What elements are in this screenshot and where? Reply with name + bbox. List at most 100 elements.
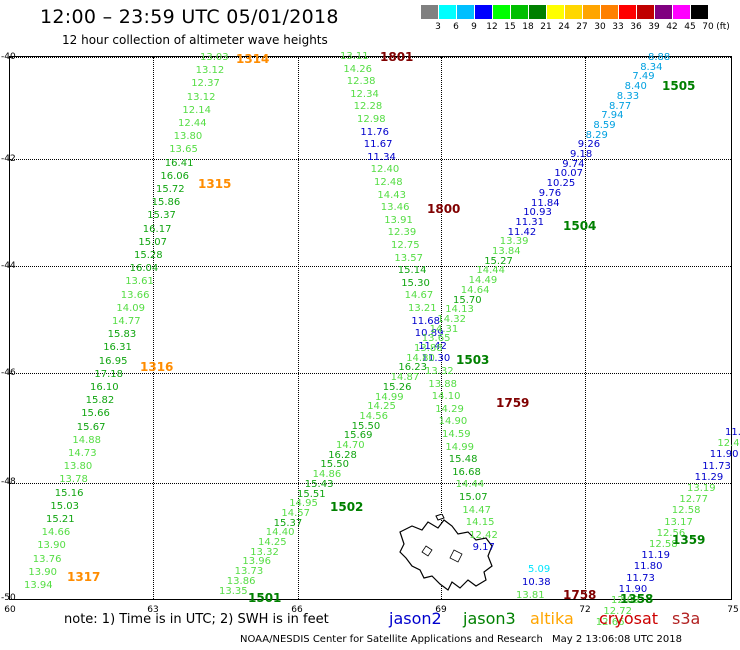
lat-gridline [10,159,731,160]
swh-observation: 14.40 [265,527,295,539]
swh-observation: 13.88 [428,378,458,390]
swh-observation: 14.49 [468,275,498,287]
swh-observation: 15.03 [50,500,80,512]
swh-observation: 15.26 [382,381,412,393]
swh-observation: 11.31 [515,216,545,228]
legend-swatch [547,5,565,19]
swh-observation: 14.87 [390,372,420,384]
pass-number-label: 1359 [672,533,706,547]
lon-label: 75 [727,605,739,615]
swh-observation: 14.80 [406,352,435,364]
swh-observation: 15.27 [484,255,513,267]
swh-observation: 14.90 [438,416,468,428]
swh-observation: 11.42 [507,226,537,238]
pass-number-label: 1504 [563,219,597,233]
swh-observation: 8.59 [593,119,616,131]
swh-observation: 8.88 [648,52,671,63]
lon-label: 72 [579,605,591,615]
swh-observation: 13.61 [125,276,154,288]
swh-observation: 12.58 [671,505,701,517]
swh-observation: 11. [725,427,740,438]
swh-observation: 14.26 [343,63,373,75]
swh-observation: 14.64 [460,284,490,296]
lon-label: 60 [4,605,16,615]
swh-observation: 12.75 [391,240,420,251]
swh-observation: 8.33 [616,90,640,102]
swh-observation: 5.09 [528,564,551,575]
swh-observation: 7.49 [632,71,655,83]
swh-observation: 13.03 [200,52,229,63]
lat-label: -40 [1,52,16,62]
swh-observation: 12.34 [350,88,379,100]
swh-observation: 16.31 [103,342,132,354]
swh-observation: 14.88 [72,434,102,446]
swh-observation: 12.37 [191,78,220,90]
swh-observation: 12.14 [182,104,212,116]
swh-observation: 14.32 [437,313,467,325]
swh-observation: 14.15 [465,517,495,529]
swh-observation: 14.10 [431,391,461,403]
swh-observation: 12.72 [603,606,633,618]
swh-observation: 13.66 [120,289,150,301]
swh-observation: 11.29 [694,471,724,483]
swh-observation: 15.07 [459,492,488,503]
chart-subtitle: 12 hour collection of altimeter wave hei… [62,33,328,47]
legend-swatch [637,5,655,19]
swh-observation: 13.17 [664,516,693,528]
swh-observation: 12.98 [357,114,386,125]
swh-observation: 7.94 [601,110,624,122]
satellite-name: cryosat [599,609,659,628]
swh-observation: 11.30 [421,353,451,365]
legend-swatch [511,5,529,19]
swh-observation: 16.23 [398,362,428,374]
legend-label: 33 [612,22,624,32]
lat-gridline [10,266,731,267]
swh-observation: 14.25 [258,537,287,548]
legend-label: 70 [702,22,714,32]
swh-observation: 15.72 [156,184,185,195]
swh-observation: 15.28 [134,250,163,261]
legend-label: 27 [576,22,588,32]
swh-observation: 10.93 [523,207,552,219]
legend-swatch [421,5,439,19]
footer-note: note: 1) Time is in UTC; 2) SWH is in fe… [64,612,329,627]
swh-observation: 15.37 [147,210,176,222]
swh-observation: 15.30 [401,277,430,289]
chart-title: 12:00 – 23:59 UTC 05/01/2018 [40,6,339,28]
legend-unit: (ft) [716,22,730,32]
swh-observation: 12.44 [178,118,207,129]
swh-observation: 12.48 [374,177,403,188]
swh-observation: 12.42 [469,529,498,541]
timestamp: May 2 13:06:08 UTC 2018 [552,634,682,645]
lon-label: 69 [435,605,447,615]
swh-observation: 10.07 [554,168,584,180]
lat-gridline [10,373,731,374]
swh-observation: 15.83 [107,329,137,341]
swh-observation: 15.21 [46,514,75,525]
lon-label: 63 [147,605,159,615]
lon-gridline [298,57,299,599]
lon-label: 66 [291,605,303,615]
swh-observation: 15.43 [304,478,334,490]
swh-observation: 13.32 [425,366,454,377]
lat-gridline [10,57,731,58]
swh-observation: 13.39 [499,236,529,248]
legend-swatch [619,5,637,19]
swh-observation: 14.99 [445,441,475,453]
swh-observation: 14.44 [476,265,506,277]
swh-observation: 13.76 [32,553,62,565]
pass-number-label: 1315 [198,177,232,191]
lat-label: -42 [1,154,16,164]
swh-observation: 10.89 [414,328,444,340]
legend-swatch [655,5,673,19]
legend-swatch [529,5,547,19]
lat-label: -50 [1,593,16,603]
swh-observation: 13.35 [219,585,248,597]
swh-observation: 13.91 [384,214,413,226]
pass-number-label: 1317 [67,570,101,584]
satellite-name: altika [530,609,574,628]
swh-observation: 8.77 [609,100,632,112]
swh-observation: 13.80 [173,131,203,143]
swh-observation: 16.10 [90,382,119,393]
swh-observation: 12.66 [595,617,625,629]
